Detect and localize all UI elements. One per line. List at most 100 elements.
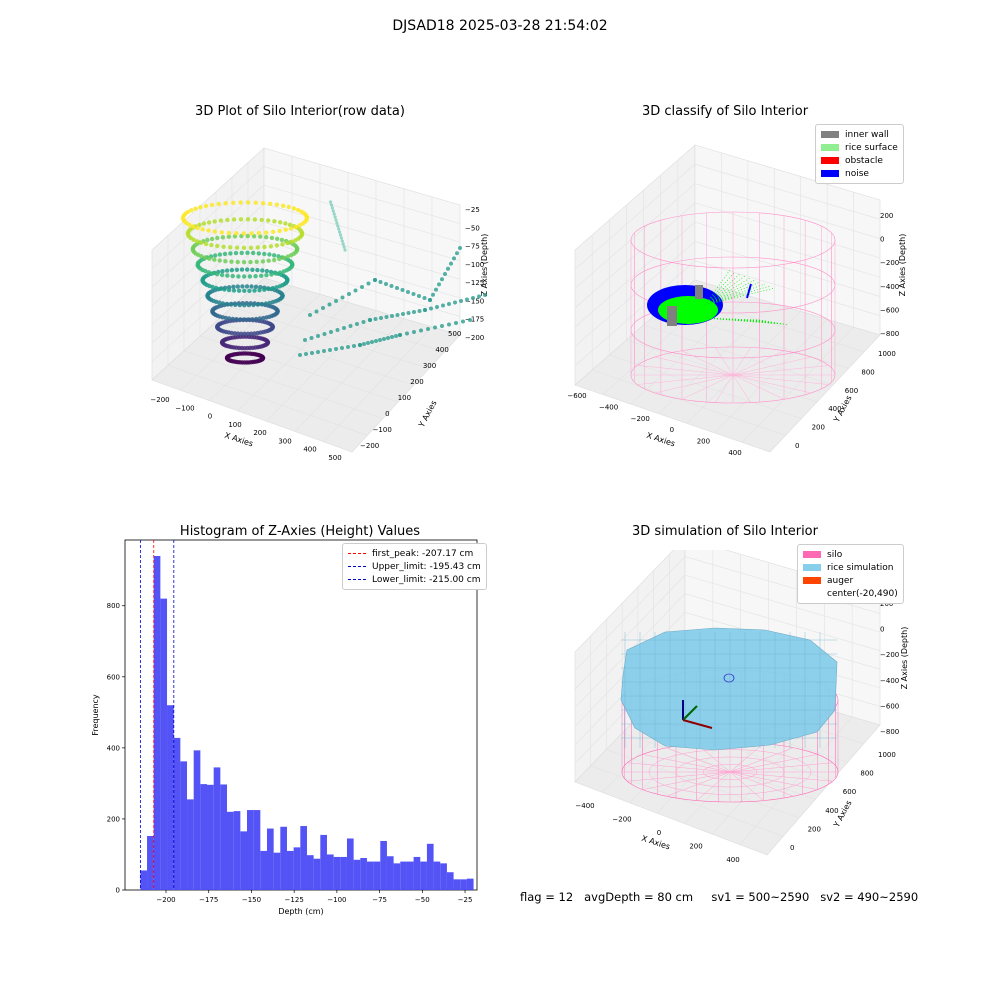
plot4-title: 3D simulation of Silo Interior [632,524,818,539]
arm-point [308,313,312,317]
bowl-point [230,273,235,279]
bowl-point [238,317,243,322]
arm-point [411,292,416,296]
bowl-point [237,302,242,308]
plot2-title: 3D classify of Silo Interior [641,104,809,119]
x-tick-label: −200 [150,396,169,404]
arm-point [468,318,472,322]
silo-bowl-points [180,200,487,365]
grid-line [574,260,696,366]
grid-line [263,166,461,224]
bowl-point [245,267,250,272]
arm-point [398,333,402,337]
cyl-spoke [732,350,785,376]
arm-point [441,303,445,308]
arm-point [370,340,374,344]
bowl-point [285,254,290,259]
rice-trail [704,269,731,306]
rice-trail [704,279,756,306]
arm-point [335,328,340,332]
bowl-point [270,299,276,305]
cyl-spoke [637,374,734,385]
z-tick-label: 0 [880,626,884,634]
arm-point [373,278,377,282]
grid-line [263,221,461,280]
bowl-point [213,285,219,291]
plot2-legend: inner wall rice surface obstacle noise [815,124,904,184]
z-tick-label: −25 [465,206,480,214]
bowl-point [295,246,300,251]
bowl-point [255,245,260,250]
grid-line [574,556,686,671]
arm-point [340,346,344,350]
bowl-point [277,256,282,262]
y-arrow [682,705,698,721]
legend-entry: first_peak: -207.17 cm [348,547,481,560]
bowl-point [267,300,272,306]
arm-point [379,316,383,320]
bowl-point [251,302,256,308]
histogram-bar [140,870,148,890]
bowl-point [260,259,266,264]
bowl-point [235,331,240,336]
histogram-bar [280,826,287,890]
histogram-bar [147,835,154,890]
y-tick-label: 200 [812,424,825,432]
bowl-point [260,268,265,273]
z-tick-label: −75 [465,243,480,251]
y-tick-label: 400 [828,405,841,413]
y-tick-label: −100 [373,426,392,434]
rice-trail [704,285,771,306]
histogram-bar [360,858,367,890]
arm-point [329,203,334,207]
legend-swatch [821,131,839,138]
y-tick-label: 1000 [878,751,896,759]
y-tick-label: 800 [861,368,874,376]
bowl-point [273,271,279,276]
grid-line [684,574,881,633]
bowl-point [231,217,237,222]
bowl-point [242,303,247,308]
histogram-bar [320,834,327,890]
arm-point [459,299,463,303]
bowl-point [220,235,226,240]
bowl-point [222,251,228,257]
legend-swatch [821,157,839,164]
bowl-point [281,203,286,208]
legend-entry: Lower_limit: -215.00 cm [348,573,481,586]
bowl-point [299,230,305,235]
bowl-point [254,316,259,322]
bowl-point [285,240,290,246]
histogram-bar [273,852,281,890]
bowl-point [267,252,272,257]
legend-entry: auger [803,574,898,587]
bowl-point [239,267,245,272]
y-tick-label: 100 [398,394,411,402]
arm-point [384,282,388,286]
histogram-bar [286,850,294,890]
histogram-bar [233,811,241,890]
legend-entry: Upper_limit: -195.43 cm [348,560,481,573]
grid-line [592,369,786,436]
bowl-point [242,274,247,279]
bowl-point [231,288,237,293]
bowl-point [225,217,230,223]
arm-point [406,311,411,315]
grid-line [183,350,383,419]
histogram-bar [227,811,234,890]
histogram-bar [260,850,267,890]
grid-line [151,184,265,288]
plot3-legend: first_peak: -207.17 cm Upper_limit: -195.… [342,543,487,590]
legend-label: rice surface [845,142,898,153]
center-marker [723,673,735,683]
bowl-point [223,259,228,264]
bowl-point [217,252,223,257]
bowl-point [198,205,203,210]
arm-point [440,324,444,328]
x-tick-label: 0 [657,829,661,837]
cyl-spoke [732,356,812,376]
x-axis-label: X Axies [640,834,671,852]
arm-point [353,288,358,293]
arm-point [483,293,487,297]
cyl-spoke [654,356,734,376]
